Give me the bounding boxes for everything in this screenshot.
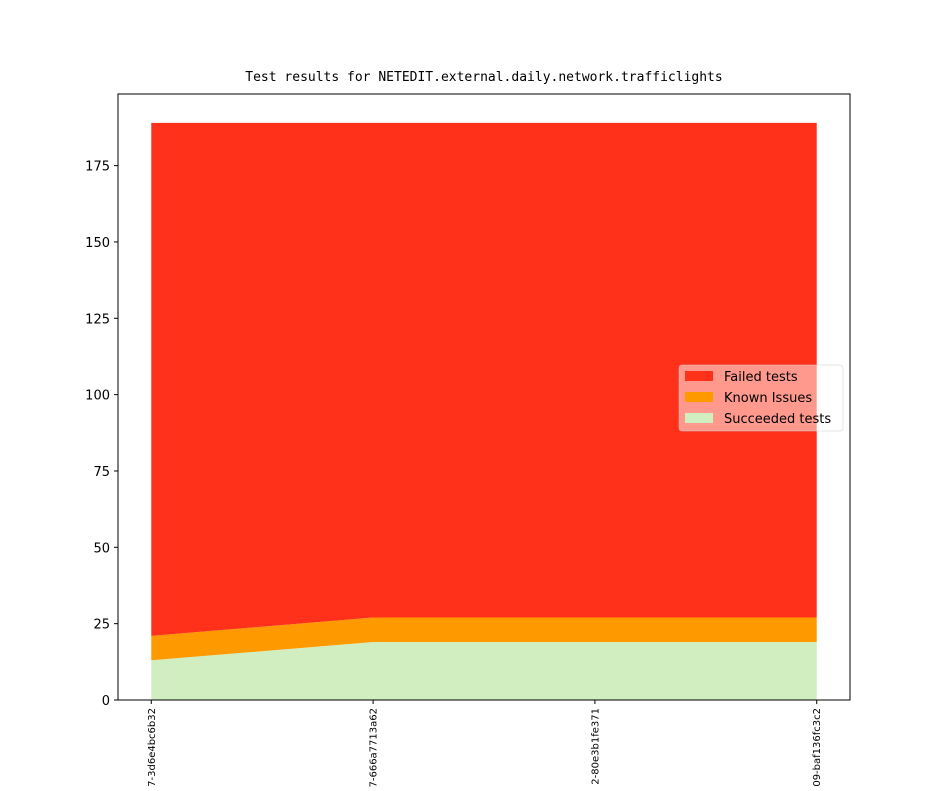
legend-label: Known Issues xyxy=(724,391,812,406)
x-tick-label: 7-3d6e4bc6b32 xyxy=(147,708,158,787)
area xyxy=(151,641,817,700)
x-tick-label: 7-666a7713a62 xyxy=(369,708,380,787)
plot-frame xyxy=(117,93,851,701)
legend-swatch xyxy=(685,392,713,402)
y-tick-label: 75 xyxy=(93,465,110,480)
legend-swatch xyxy=(685,413,713,423)
y-tick-label: 100 xyxy=(85,389,110,404)
x-tick-label: 2-80e3b1fe371 xyxy=(590,708,601,785)
chart-title: Test results for NETEDIT.external.daily.… xyxy=(245,70,722,85)
y-tick-label: 50 xyxy=(93,541,110,556)
legend-label: Failed tests xyxy=(724,370,798,385)
y-tick-label: 150 xyxy=(85,236,110,251)
legend-box xyxy=(678,364,844,432)
legend-label: Succeeded tests xyxy=(724,412,831,427)
y-tick-label: 175 xyxy=(85,160,110,175)
y-tick-label: 125 xyxy=(85,312,110,327)
area xyxy=(151,617,817,661)
legend-swatch xyxy=(685,371,713,381)
x-tick-label: 09-baf136fc3c2 xyxy=(812,708,823,787)
area xyxy=(151,122,817,636)
y-tick-label: 0 xyxy=(102,694,110,709)
legend: Failed tests Known Issues Succeeded tests xyxy=(678,364,844,432)
y-tick-label: 25 xyxy=(93,618,110,633)
